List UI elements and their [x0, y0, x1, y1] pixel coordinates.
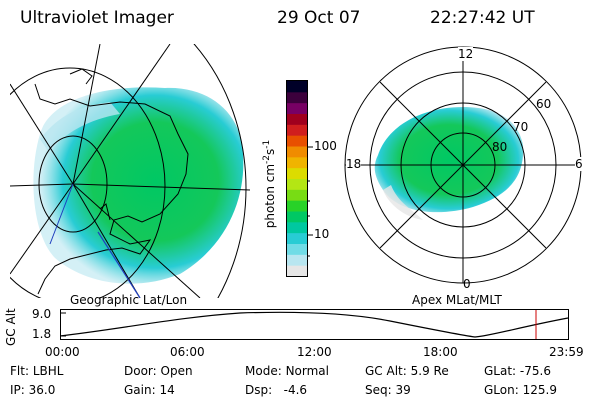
colorbar-segment [287, 200, 307, 212]
altitude-xtick-1200: 12:00 [297, 345, 332, 359]
altitude-xtick-0600: 06:00 [170, 345, 205, 359]
info-seq: Seq: 39 [365, 383, 411, 397]
colorbar-segment [287, 254, 307, 266]
altitude-xtick-1800: 18:00 [423, 345, 458, 359]
colorbar-segment [287, 211, 307, 223]
colorbar-tick-100: 100 [314, 139, 337, 153]
colorbar-segment [287, 113, 307, 125]
geographic-panel-label: Geographic Lat/Lon [70, 293, 188, 307]
instrument-title: Ultraviolet Imager [20, 8, 174, 28]
info-gc-alt: GC Alt: 5.9 Re [365, 364, 449, 378]
altitude-ytick-min: 1.8 [32, 327, 52, 341]
altitude-xtick-0000: 00:00 [45, 345, 80, 359]
colorbar-segment [287, 156, 307, 169]
colorbar-segment [287, 265, 307, 276]
altitude-ylabel: GC Alt [4, 308, 18, 346]
altitude-curve [60, 311, 569, 338]
colorbar-segment [287, 135, 307, 147]
mlt-label-18: 18 [346, 157, 362, 171]
colorbar-segment [287, 189, 307, 201]
info-glon: GLon: 125.9 [484, 383, 557, 397]
polar-plot [344, 46, 582, 284]
colorbar-segment [287, 146, 307, 158]
colorbar [286, 80, 308, 277]
colorbar-ticks [307, 146, 313, 257]
mlt-label-6: 6 [575, 157, 583, 171]
colorbar-tick-10: 10 [314, 227, 330, 241]
info-door: Door: Open [124, 364, 193, 378]
auroral-emission-geographic [33, 87, 244, 284]
info-ip: IP: 36.0 [10, 383, 56, 397]
polar-panel-label: Apex MLat/MLT [412, 293, 502, 307]
colorbar-segment [287, 178, 307, 190]
geographic-map [10, 44, 250, 298]
colorbar-segment [287, 243, 307, 255]
colorbar-segment [287, 232, 307, 244]
info-glat: GLat: -75.6 [484, 364, 551, 378]
colorbar-segment [287, 124, 307, 136]
mlt-label-12: 12 [458, 47, 474, 61]
colorbar-segment [287, 221, 307, 234]
colorbar-segment [287, 102, 307, 114]
date-label: 29 Oct 07 [277, 8, 361, 28]
altitude-plot [60, 309, 569, 340]
altitude-xtick-2359: 23:59 [549, 345, 584, 359]
time-label: 22:27:42 UT [430, 8, 535, 28]
info-flt: Flt: LBHL [10, 364, 64, 378]
info-mode: Mode: Normal [245, 364, 329, 378]
mlat-label-80: 80 [492, 140, 508, 154]
info-dsp: Dsp: -4.6 [245, 383, 308, 397]
colorbar-unit-label: photon cm-2s-1 [262, 139, 277, 229]
colorbar-segment [287, 91, 307, 104]
mlt-label-0: 0 [463, 277, 471, 291]
auroral-emission-magnetic [374, 107, 524, 213]
info-gain: Gain: 14 [124, 383, 175, 397]
colorbar-segment [287, 167, 307, 179]
mlat-label-70: 70 [513, 120, 529, 134]
mlat-label-60: 60 [536, 97, 552, 111]
colorbar-segment [287, 81, 307, 93]
altitude-ytick-max: 9.0 [32, 307, 52, 321]
